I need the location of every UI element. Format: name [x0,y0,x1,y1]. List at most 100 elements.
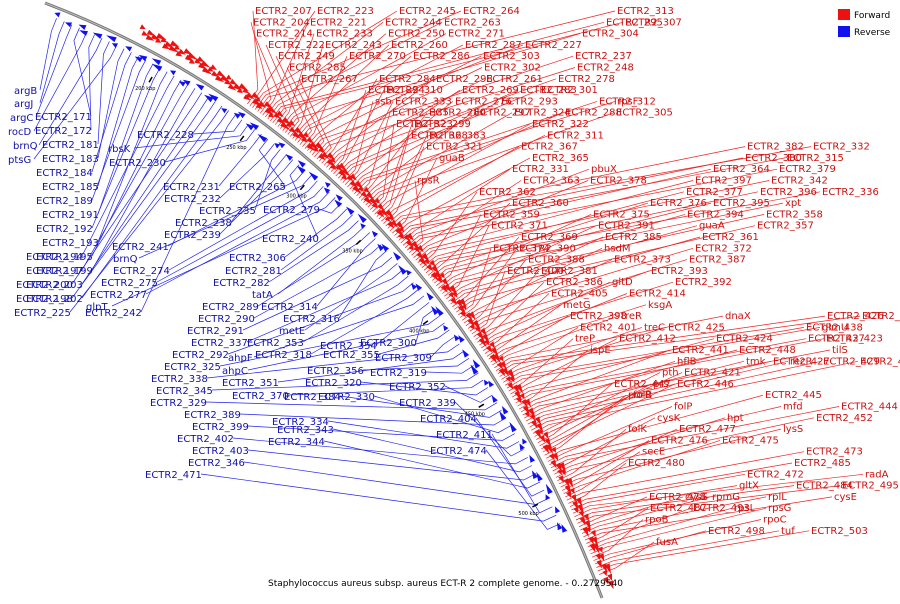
forward-feature-arrow [349,173,357,181]
forward-connector-line [471,270,506,335]
forward-gene-label: ECTR2_441 [672,345,729,356]
forward-gene-label: ECTR2_249 [278,51,335,62]
reverse-feature-arrow [415,283,423,291]
forward-gene-label: hsdM [604,243,631,254]
reverse-gene-label: ECTR2_194 [26,252,83,263]
forward-gene-label: ECTR2_248 [577,63,634,74]
forward-gene-label: rpsG [768,503,791,514]
forward-gene-label: gltX [739,481,759,492]
forward-feature-arrow [439,272,445,279]
forward-connector-line [539,383,652,447]
reverse-connector-line [71,92,203,285]
forward-feature-arrow [363,186,370,194]
reverse-connector-line [378,329,450,355]
forward-connector-line [250,22,272,114]
reverse-connector-line [91,52,132,173]
tick-mark [355,239,362,245]
forward-feature-arrow [318,146,325,153]
reverse-feature-arrow [79,30,88,36]
reverse-feature-arrow [431,305,439,316]
forward-feature-arrow [524,398,532,408]
forward-connector-line [309,55,574,153]
forward-gene-label: ECTR2_438 [806,322,863,333]
reverse-connector-line [97,55,139,187]
forward-feature-arrow [569,487,575,494]
reverse-connector-line [302,275,409,343]
forward-gene-label: ECTR2_313 [617,6,674,17]
forward-gene-label: tuf [781,526,795,537]
reverse-gene-label: ECTR2_277 [90,290,147,301]
reverse-feature-arrow [499,411,507,421]
forward-gene-label: ECTR2_391 [598,221,655,232]
forward-gene-label: gltD [612,277,633,288]
reverse-connector-line [164,129,256,163]
forward-connector-line [590,507,767,555]
forward-gene-label: ECTR2_233 [316,29,373,40]
forward-feature-arrow [524,411,530,418]
reverse-connector-line [91,88,196,271]
forward-connector-line [374,123,531,215]
forward-feature-arrow [413,246,420,253]
reverse-feature-arrow [381,243,390,252]
forward-gene-label: ECTR2_227 [525,40,582,51]
forward-connector-line [330,89,367,172]
reverse-feature-arrow [233,112,241,119]
forward-gene-label: ECTR2_321 [426,142,483,153]
reverse-gene-label: ECTR2_355 [323,350,380,361]
forward-gene-label: guaA [699,221,725,232]
reverse-gene-label: ECTR2_193 [42,238,99,249]
reverse-connector-line [133,124,249,149]
reverse-gene-label: ECTR2_346 [188,458,245,469]
forward-gene-label: pbuX [591,164,617,175]
forward-feature-arrow [139,24,146,30]
forward-feature-arrow [398,226,405,233]
forward-feature-arrow [224,79,231,85]
reverse-connector-line [247,449,537,481]
forward-gene-label: ECTR2_421 [684,368,741,379]
forward-feature-arrow [341,167,351,177]
forward-feature-arrow [254,96,261,102]
tick-mark [422,320,429,325]
forward-feature-arrow [267,105,278,115]
forward-connector-line [552,417,656,472]
reverse-feature-arrow [377,243,385,252]
reverse-gene-label: ECTR2_235 [199,206,256,217]
forward-feature-arrow [406,232,414,241]
reverse-gene-label: ECTR2_183 [42,154,99,165]
forward-feature-arrow [288,120,296,127]
forward-feature-arrow [418,256,428,267]
forward-feature-arrow [245,92,255,100]
forward-gene-label: ECTR2_207 [255,6,312,17]
reverse-connector-line [247,322,445,371]
forward-feature-arrow [550,459,557,469]
forward-gene-label: ECTR2_495 [842,481,899,492]
reverse-feature-arrow [491,395,498,403]
forward-gene-label: ECTR2_322 [532,119,589,130]
forward-gene-label: ECTR2_311 [547,130,604,141]
reverse-gene-label: ECTR2_325 [164,362,221,373]
reverse-feature-arrow [111,43,118,49]
reverse-feature-arrow [360,223,366,229]
reverse-connector-line [415,309,435,343]
reverse-connector-line [485,449,561,530]
forward-gene-label: ispE [590,345,611,356]
reverse-connector-line [304,263,398,331]
forward-gene-label: ECTR2_423 [826,334,883,345]
forward-feature-arrow [318,153,326,161]
forward-gene-label: ECTR2_429 [823,356,880,367]
forward-connector-line [385,146,520,227]
forward-connector-line [555,417,815,478]
reverse-gene-label: ptsG [8,155,31,166]
forward-gene-label: ECTR2_315 [787,153,844,164]
forward-feature-arrow [194,58,202,64]
forward-connector-line [499,327,579,377]
forward-gene-label: lysS [783,424,803,435]
forward-connector-line [517,349,589,407]
reverse-feature-arrow [522,438,528,445]
reverse-feature-arrow [411,283,418,290]
reverse-gene-label: ECTR2_474 [430,446,487,457]
reverse-feature-arrow [257,133,268,143]
forward-feature-arrow [608,580,614,590]
forward-feature-arrow [560,468,566,476]
reverse-connector-line [277,226,365,295]
